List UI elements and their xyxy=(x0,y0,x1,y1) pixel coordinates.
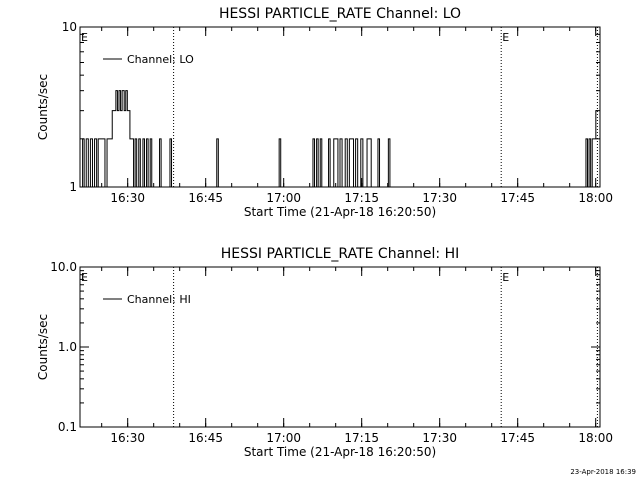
hi-x-tick-label: 16:45 xyxy=(188,431,223,445)
hi-x-tick-label: 17:45 xyxy=(500,431,535,445)
lo-x-tick-label: 17:45 xyxy=(500,191,535,205)
hi-x-axis-label: Start Time (21-Apr-18 16:20:50) xyxy=(244,445,436,459)
hi-y-tick-label: 1.0 xyxy=(58,340,77,354)
hi-chart-title: HESSI PARTICLE_RATE Channel: HI xyxy=(221,246,459,262)
lo-x-tick-label: 17:00 xyxy=(266,191,301,205)
lo-series-line xyxy=(80,90,598,188)
lo-y-axis-label: Counts/sec xyxy=(36,74,50,140)
lo-x-tick-label: 17:30 xyxy=(422,191,457,205)
hi-x-tick-label: 17:30 xyxy=(422,431,457,445)
lo-x-tick-label: 18:00 xyxy=(578,191,613,205)
hi-x-tick-label: 18:00 xyxy=(578,431,613,445)
lo-event-marker-e: E xyxy=(81,31,88,44)
lo-y-tick-label: 10 xyxy=(62,20,77,34)
hi-event-marker-e: E xyxy=(81,271,88,284)
lo-y-tick-label: 1 xyxy=(69,180,77,194)
lo-x-tick-label: 17:15 xyxy=(344,191,379,205)
hi-y-tick-label: 0.1 xyxy=(58,420,77,434)
lo-legend-label: Channel: LO xyxy=(127,53,194,66)
lo-chart-title: HESSI PARTICLE_RATE Channel: LO xyxy=(219,6,461,22)
lo-x-tick-label: 16:45 xyxy=(188,191,223,205)
lo-x-tick-label: 16:30 xyxy=(110,191,145,205)
hi-plot-frame xyxy=(79,266,601,428)
lo-x-axis-label: Start Time (21-Apr-18 16:20:50) xyxy=(244,205,436,219)
lo-event-marker-e: E xyxy=(502,31,509,44)
hi-legend-label: Channel: HI xyxy=(127,293,191,306)
hi-event-marker-e: E xyxy=(502,271,509,284)
footer-timestamp: 23-Apr-2018 16:39 xyxy=(570,468,636,476)
hi-x-tick-label: 17:00 xyxy=(266,431,301,445)
hi-x-tick-label: 16:30 xyxy=(110,431,145,445)
hi-y-axis-label: Counts/sec xyxy=(36,314,50,380)
hi-y-tick-label: 10.0 xyxy=(50,260,77,274)
hi-x-tick-label: 17:15 xyxy=(344,431,379,445)
